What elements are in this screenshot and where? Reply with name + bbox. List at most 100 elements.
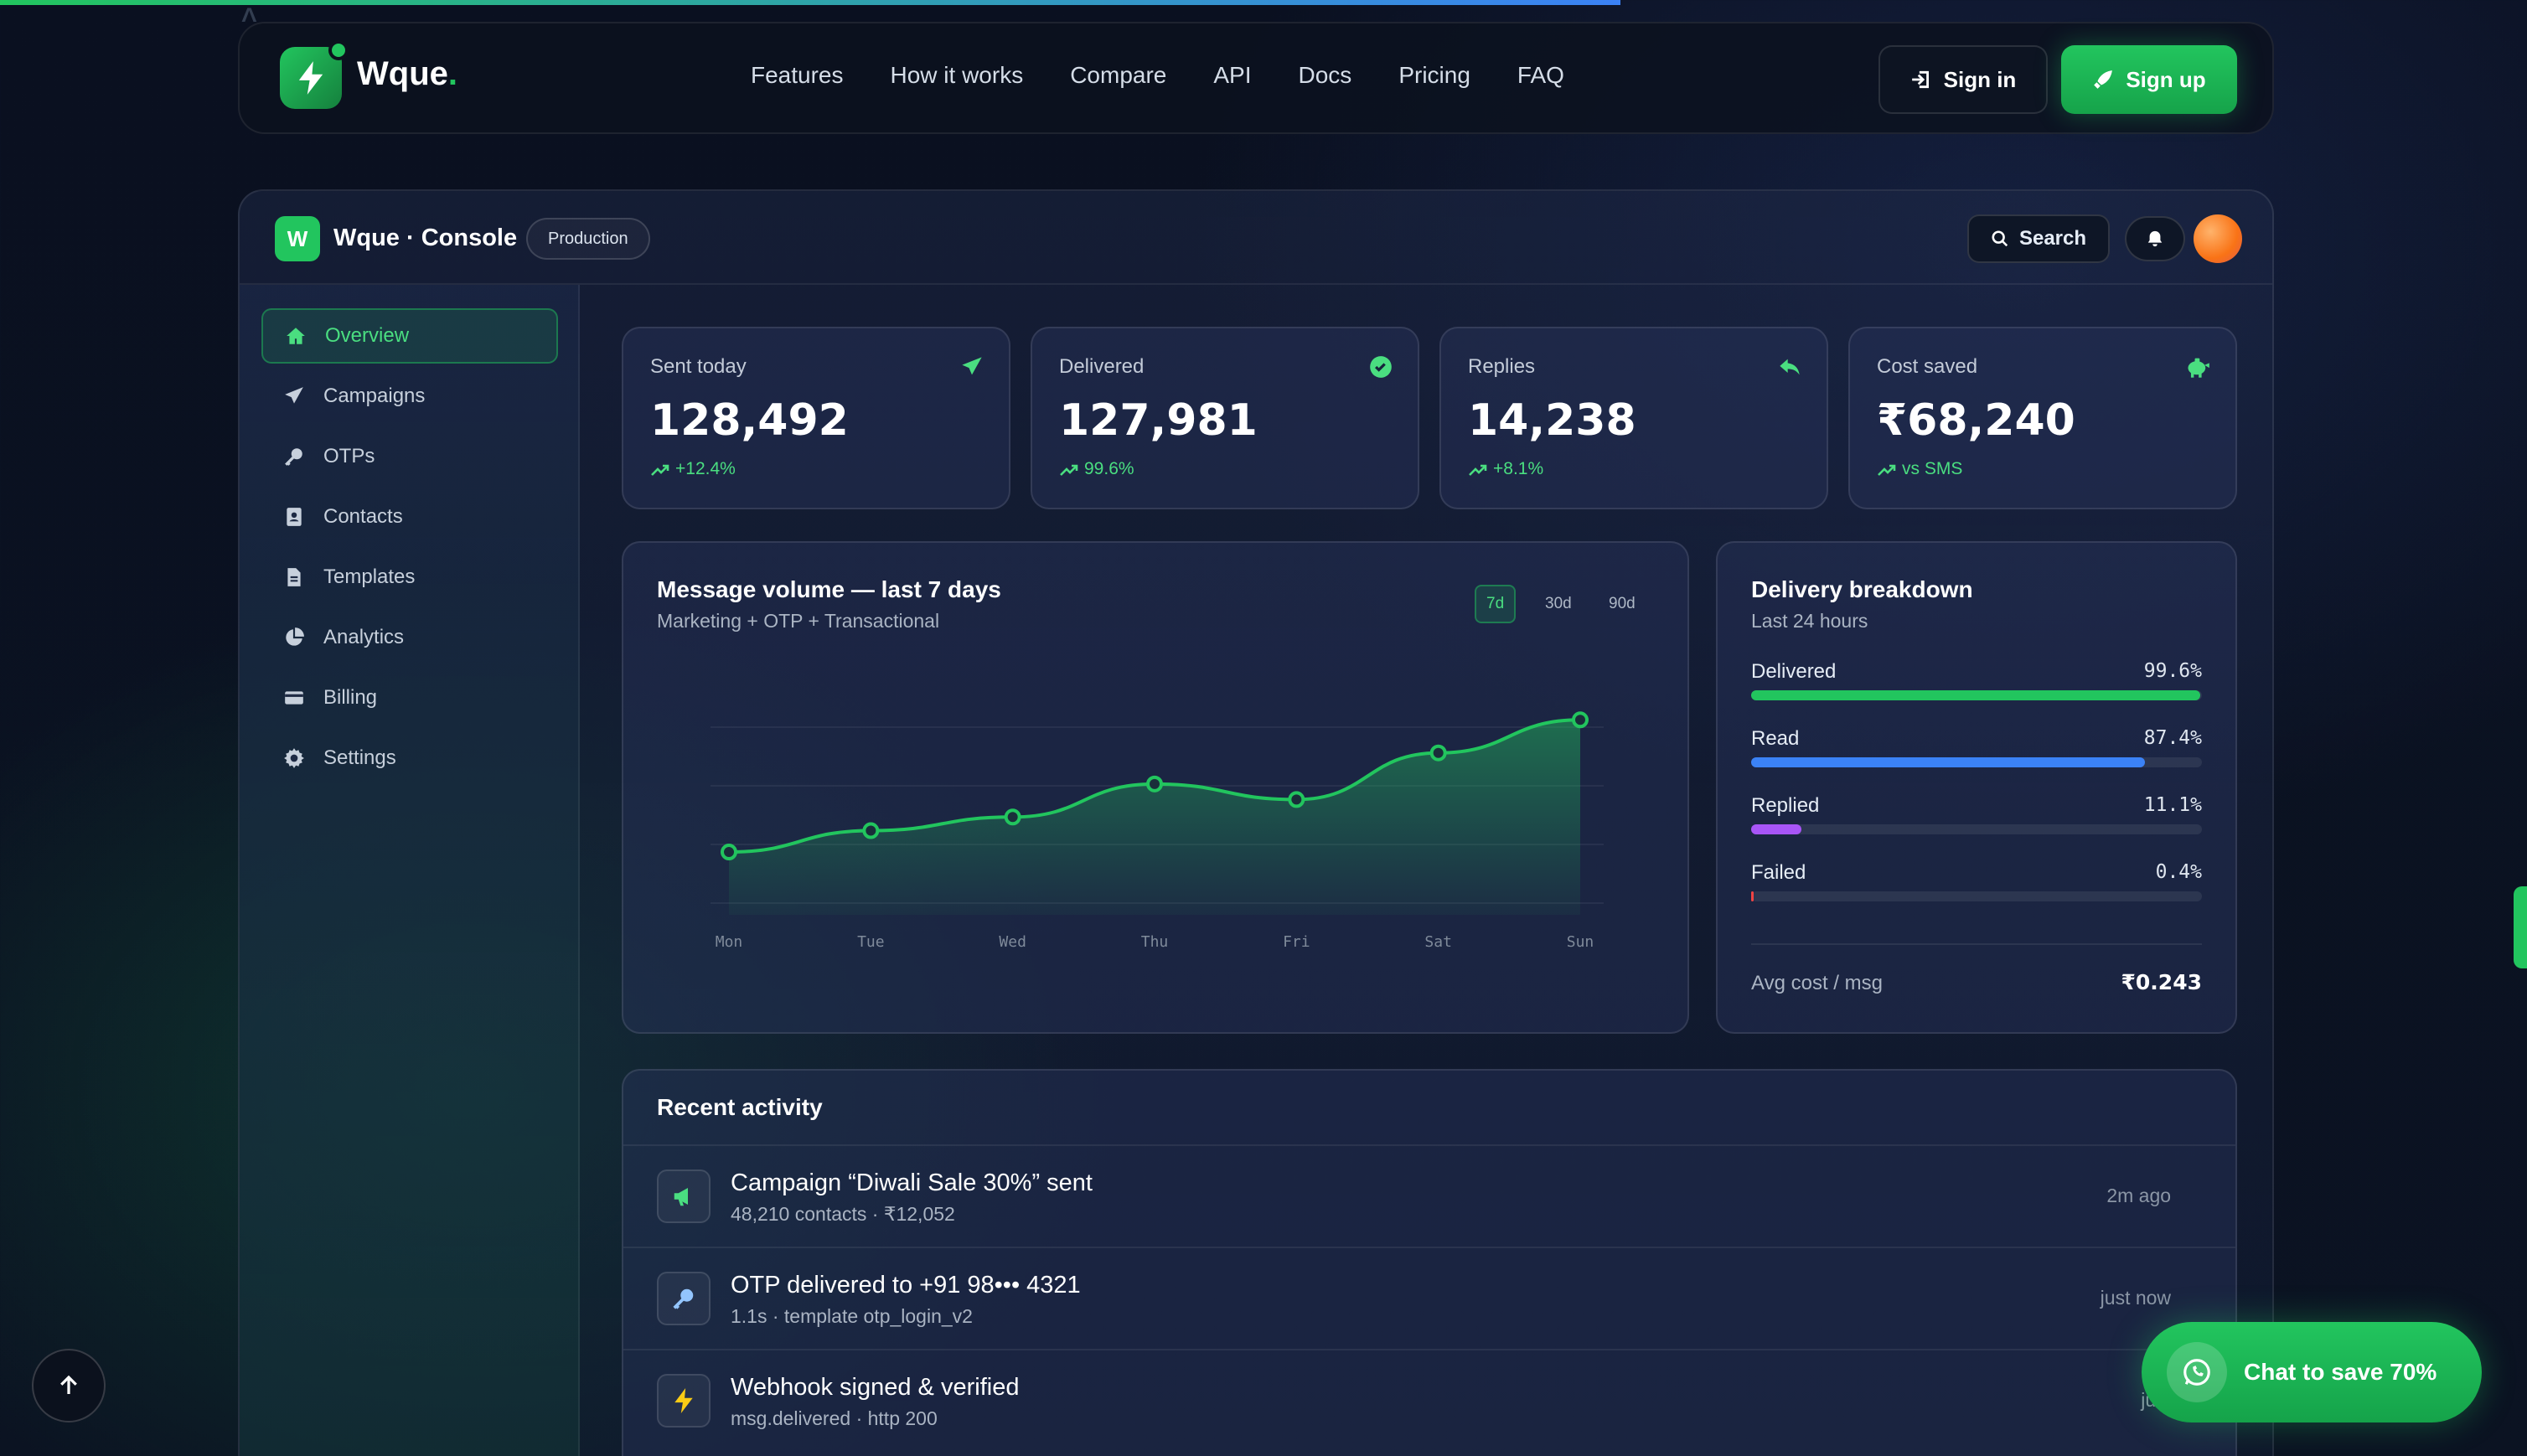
x-tick-label: Sun xyxy=(1567,933,1594,951)
sign-up-button[interactable]: Sign up xyxy=(2061,45,2237,114)
breakdown-row-delivered: Delivered 99.6% xyxy=(1751,660,2202,700)
chat-whatsapp-button[interactable]: Chat to save 70% xyxy=(2142,1322,2482,1422)
gear-icon xyxy=(284,748,304,768)
data-point-fri[interactable] xyxy=(1288,791,1305,808)
sidebar-item-settings[interactable]: Settings xyxy=(261,731,558,786)
partial-hero-text: A xyxy=(238,3,261,22)
top-navbar: Wque. Features How it works Compare API … xyxy=(238,22,2274,134)
brand-name[interactable]: Wque. xyxy=(357,55,457,92)
stat-card-sent-today: Sent today 128,492 +12.4% xyxy=(622,327,1010,509)
range-30d-button[interactable]: 30d xyxy=(1545,595,1572,612)
page-progress-bar xyxy=(0,0,1620,5)
delivery-breakdown-card: Delivery breakdown Last 24 hours Deliver… xyxy=(1716,541,2237,1034)
breakdown-fill xyxy=(1751,891,1754,901)
pie-chart-icon xyxy=(286,627,304,646)
nav-link-features[interactable]: Features xyxy=(751,62,844,88)
megaphone-icon xyxy=(657,1169,711,1223)
bolt-icon xyxy=(657,1374,711,1428)
activity-row[interactable]: Webhook signed & verified msg.delivered … xyxy=(623,1349,2235,1451)
nav-links: Features How it works Compare API Docs P… xyxy=(751,62,1564,89)
environment-badge[interactable]: Production xyxy=(526,218,650,260)
sidebar-item-campaigns[interactable]: Campaigns xyxy=(261,369,558,424)
logo-status-dot xyxy=(328,40,349,60)
brand-logo[interactable] xyxy=(280,40,349,109)
bolt-icon xyxy=(298,61,323,95)
stat-card-cost-saved: Cost saved ₹68,240 vs SMS xyxy=(1848,327,2237,509)
sidebar-item-overview[interactable]: Overview xyxy=(261,308,558,364)
paper-plane-icon xyxy=(285,387,303,404)
data-point-wed[interactable] xyxy=(1004,808,1021,826)
chart-title: Message volume — last 7 days xyxy=(657,576,1001,602)
nav-link-faq[interactable]: FAQ xyxy=(1517,62,1564,88)
breakdown-fill xyxy=(1751,824,1801,834)
data-point-thu[interactable] xyxy=(1146,775,1163,793)
sign-in-button[interactable]: Sign in xyxy=(1878,45,2048,114)
sidebar-item-analytics[interactable]: Analytics xyxy=(261,610,558,665)
breakdown-percent: 11.1% xyxy=(2143,794,2202,816)
breakdown-label: Delivered xyxy=(1751,660,1837,683)
x-tick-label: Wed xyxy=(999,933,1026,951)
range-90d-button[interactable]: 90d xyxy=(1609,595,1636,612)
breakdown-row-failed: Failed 0.4% xyxy=(1751,861,2202,901)
console-title: Wque · Console xyxy=(333,225,518,251)
sidebar-item-otps[interactable]: OTPs xyxy=(261,429,558,484)
data-point-mon[interactable] xyxy=(721,844,737,861)
paper-plane-icon xyxy=(962,357,982,375)
nav-link-pricing[interactable]: Pricing xyxy=(1398,62,1470,88)
divider xyxy=(1751,943,2202,945)
notifications-button[interactable] xyxy=(2125,216,2185,261)
stat-card-delivered: Delivered 127,981 99.6% xyxy=(1031,327,1419,509)
data-point-sun[interactable] xyxy=(1572,711,1589,729)
file-icon xyxy=(287,568,301,586)
activity-row[interactable]: Campaign “Diwali Sale 30%” sent 48,210 c… xyxy=(623,1144,2235,1247)
side-feedback-tab[interactable] xyxy=(2514,886,2527,968)
x-tick-label: Sat xyxy=(1424,933,1452,951)
scroll-to-top-button[interactable] xyxy=(32,1349,106,1422)
breakdown-row-replied: Replied 11.1% xyxy=(1751,794,2202,834)
chart-subtitle: Marketing + OTP + Transactional xyxy=(657,610,940,632)
trend-up-icon xyxy=(1878,464,1896,476)
sidebar-item-templates[interactable]: Templates xyxy=(261,550,558,605)
breakdown-label: Failed xyxy=(1751,861,1806,884)
nav-link-docs[interactable]: Docs xyxy=(1298,62,1352,88)
nav-link-compare[interactable]: Compare xyxy=(1070,62,1167,88)
breakdown-percent: 99.6% xyxy=(2143,660,2202,682)
sidebar-item-billing[interactable]: Billing xyxy=(261,670,558,725)
console-header: W Wque · Console Production Search xyxy=(240,191,2272,285)
credit-card-icon xyxy=(285,691,303,705)
arrow-up-icon xyxy=(60,1375,77,1394)
recent-activity-card: Recent activity Campaign “Diwali Sale 30… xyxy=(622,1069,2237,1456)
x-tick-label: Mon xyxy=(716,933,743,951)
sidebar-item-contacts[interactable]: Contacts xyxy=(261,489,558,545)
breakdown-row-read: Read 87.4% xyxy=(1751,727,2202,767)
activity-row[interactable]: OTP delivered to +91 98••• 4321 1.1s · t… xyxy=(623,1247,2235,1349)
breakdown-track xyxy=(1751,690,2202,700)
trend-up-icon xyxy=(1060,464,1078,476)
console-logo: W xyxy=(275,216,320,261)
volume-area xyxy=(729,720,1580,915)
data-point-sat[interactable] xyxy=(1429,744,1447,762)
activity-title: Recent activity xyxy=(657,1094,823,1120)
nav-link-how-it-works[interactable]: How it works xyxy=(890,62,1024,88)
range-7d-button[interactable]: 7d xyxy=(1475,585,1517,623)
breakdown-subtitle: Last 24 hours xyxy=(1751,610,1868,632)
breakdown-label: Replied xyxy=(1751,794,1820,817)
message-volume-chart: Mon Tue Wed Thu Fri Sat Sun xyxy=(711,711,1604,951)
user-avatar[interactable] xyxy=(2194,214,2242,263)
data-point-tue[interactable] xyxy=(862,822,880,839)
bell-icon xyxy=(2147,230,2163,247)
key-icon xyxy=(285,448,302,466)
console-window: W Wque · Console Production Search Overv… xyxy=(238,189,2274,1456)
breakdown-fill xyxy=(1751,757,2146,767)
nav-link-api[interactable]: API xyxy=(1213,62,1252,88)
trend-up-icon xyxy=(1469,464,1487,476)
breakdown-percent: 0.4% xyxy=(2155,861,2202,883)
x-tick-label: Thu xyxy=(1141,933,1169,951)
search-button[interactable]: Search xyxy=(1967,214,2110,263)
x-tick-label: Tue xyxy=(857,933,885,951)
home-icon xyxy=(287,328,305,344)
sidebar: Overview Campaigns OTPs Contacts Templat… xyxy=(240,285,580,1456)
breakdown-fill xyxy=(1751,690,2200,700)
avg-cost-value: ₹0.243 xyxy=(2121,970,2202,994)
breakdown-track xyxy=(1751,757,2202,767)
